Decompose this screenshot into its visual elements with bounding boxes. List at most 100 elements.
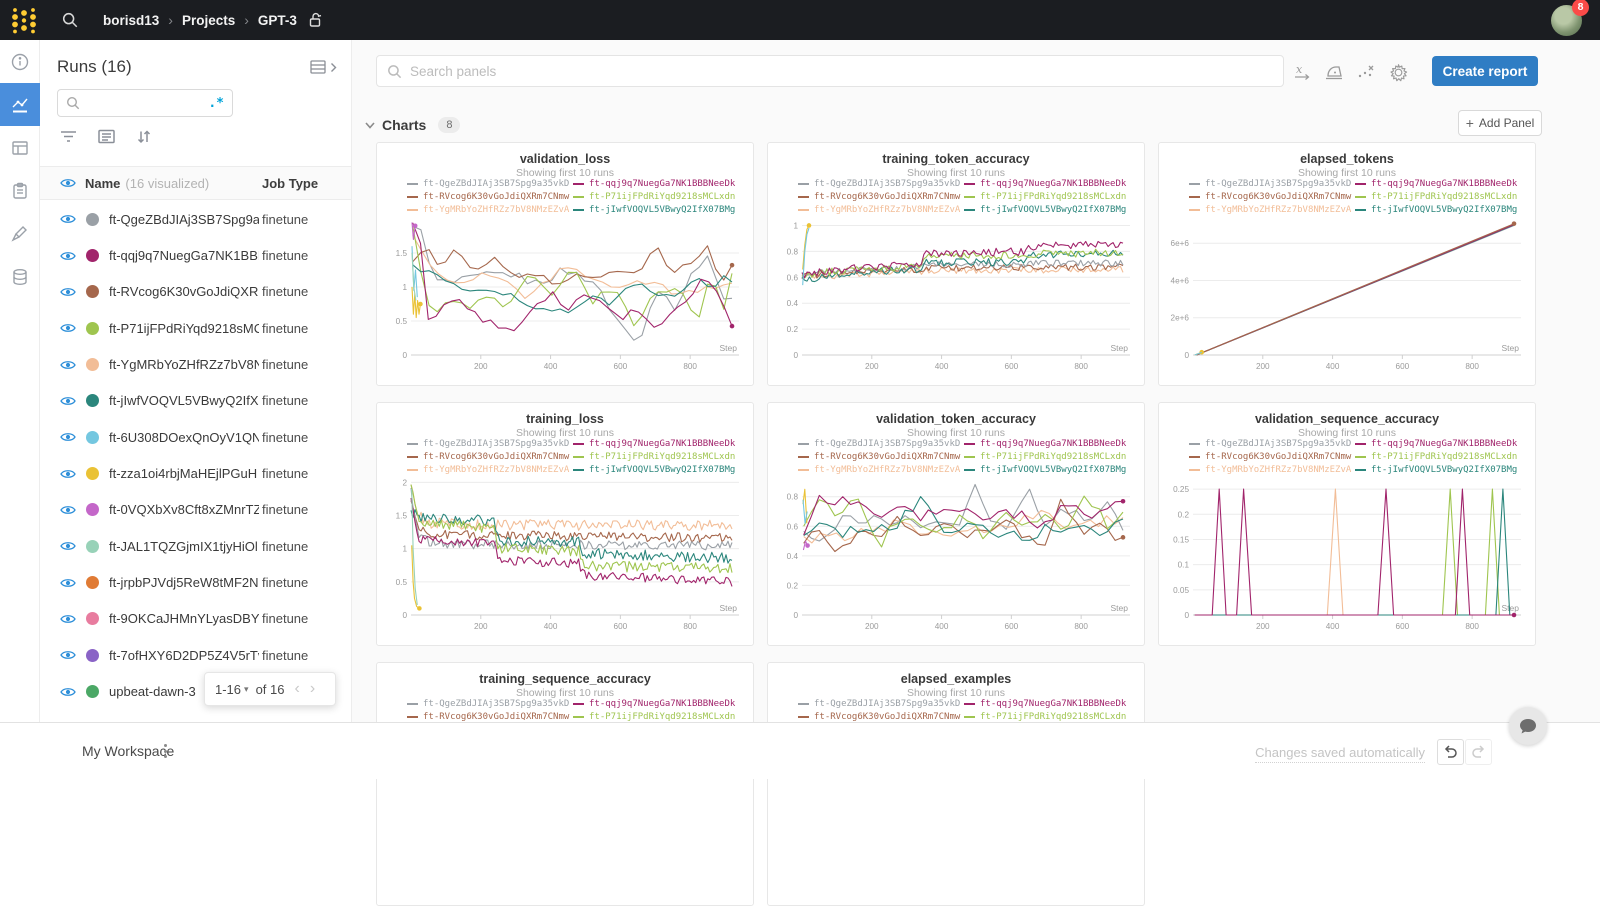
- chevron-down-icon[interactable]: ▾: [244, 684, 249, 695]
- chevron-down-icon[interactable]: [364, 119, 376, 131]
- visibility-eye-icon[interactable]: [60, 647, 76, 663]
- visibility-eye-icon[interactable]: [60, 284, 76, 300]
- rail-overview-button[interactable]: [0, 40, 40, 83]
- run-color-dot: [86, 649, 99, 662]
- global-search-icon[interactable]: [61, 11, 79, 29]
- visibility-eye-icon[interactable]: [60, 211, 76, 227]
- visibility-eye-icon[interactable]: [60, 684, 76, 700]
- legend-color-dash: [573, 443, 584, 445]
- regex-toggle[interactable]: .*: [208, 96, 224, 111]
- run-row[interactable]: ft-jrpbPJVdj5ReW8tMF2N finetune: [40, 564, 351, 600]
- visibility-eye-icon[interactable]: [60, 429, 76, 445]
- breadcrumb-project-name[interactable]: GPT-3: [258, 13, 297, 28]
- add-panel-button[interactable]: + Add Panel: [1458, 110, 1542, 136]
- run-name: ft-QgeZBdJIAj3SB7Spg9a: [109, 212, 259, 227]
- visibility-eye-icon[interactable]: [60, 538, 76, 554]
- run-row[interactable]: ft-6U308DOexQnOyV1QN finetune: [40, 419, 351, 455]
- run-color-dot: [86, 467, 99, 480]
- run-row[interactable]: ft-jIwfVOQVL5VBwyQ2IfX finetune: [40, 383, 351, 419]
- run-row[interactable]: ft-qqj9q7NuegGa7NK1BBB finetune: [40, 237, 351, 273]
- column-name[interactable]: Name: [85, 176, 120, 191]
- wandb-logo[interactable]: [9, 4, 39, 36]
- legend-color-dash: [407, 196, 418, 198]
- expand-table-button[interactable]: [310, 60, 337, 74]
- run-row[interactable]: ft-JAL1TQZGjmIX1tjyHiOl finetune: [40, 528, 351, 564]
- legend-color-dash: [1189, 209, 1200, 211]
- breadcrumb-projects[interactable]: Projects: [182, 13, 235, 28]
- visibility-eye-icon[interactable]: [60, 502, 76, 518]
- run-row[interactable]: ft-RVcog6K30vGoJdiQXRm finetune: [40, 274, 351, 310]
- next-page-button[interactable]: ›: [310, 680, 315, 698]
- rail-tables-button[interactable]: [0, 126, 40, 169]
- redo-button[interactable]: [1465, 739, 1492, 765]
- columns-icon[interactable]: [98, 129, 115, 144]
- rail-sweeps-button[interactable]: [0, 212, 40, 255]
- outliers-icon[interactable]: [1354, 62, 1378, 82]
- run-row[interactable]: ft-0VQXbXv8Cft8xZMnrTZ finetune: [40, 492, 351, 528]
- visibility-eye-icon[interactable]: [60, 611, 76, 627]
- visibility-eye-icon[interactable]: [60, 466, 76, 482]
- filter-icon[interactable]: [60, 129, 77, 144]
- smoothing-icon[interactable]: [1321, 62, 1345, 82]
- run-row[interactable]: ft-YgMRbYoZHfRZz7bV8NM finetune: [40, 346, 351, 382]
- breadcrumb-user[interactable]: borisd13: [103, 13, 159, 28]
- legend-run-name: ft-QgeZBdJIAj3SB7Spg9a35vkD: [423, 699, 569, 709]
- svg-text:x: x: [1296, 64, 1303, 76]
- visibility-eye-icon[interactable]: [60, 393, 76, 409]
- visibility-eye-icon[interactable]: [60, 248, 76, 264]
- undo-button[interactable]: [1437, 739, 1464, 765]
- chat-support-button[interactable]: [1509, 707, 1547, 745]
- legend-color-dash: [964, 703, 975, 705]
- run-color-dot: [86, 685, 99, 698]
- run-row[interactable]: ft-7ofHXY6D2DP5Z4V5rTv finetune: [40, 637, 351, 673]
- visibility-eye-icon[interactable]: [60, 320, 76, 336]
- visibility-all-eye-icon[interactable]: [60, 175, 76, 191]
- legend-color-dash: [573, 196, 584, 198]
- run-row[interactable]: ft-zza1oi4rbjMaHEjlPGuH finetune: [40, 455, 351, 491]
- panels-search-input[interactable]: [410, 64, 1273, 79]
- visibility-eye-icon[interactable]: [60, 357, 76, 373]
- run-row[interactable]: ft-9OKCaJHMnYLyasDBYF finetune: [40, 601, 351, 637]
- svg-text:0.05: 0.05: [1173, 586, 1189, 595]
- run-row[interactable]: ft-QgeZBdJIAj3SB7Spg9a finetune: [40, 201, 351, 237]
- run-job-type: finetune: [262, 284, 308, 299]
- rail-notes-button[interactable]: [0, 169, 40, 212]
- create-report-button[interactable]: Create report: [1432, 56, 1538, 86]
- legend-color-dash: [1355, 443, 1366, 445]
- workspace-menu-kebab-icon[interactable]: [158, 742, 172, 760]
- run-name: ft-9OKCaJHMnYLyasDBYF: [109, 611, 259, 626]
- rail-artifacts-button[interactable]: [0, 255, 40, 298]
- run-row[interactable]: ft-P71ijFPdRiYqd9218sMC finetune: [40, 310, 351, 346]
- legend-run-name: ft-qqj9q7NuegGa7NK1BBBNeeDk: [1371, 439, 1517, 449]
- legend-color-dash: [1355, 196, 1366, 198]
- rail-charts-button[interactable]: [0, 83, 40, 126]
- runs-search-input[interactable]: [86, 96, 208, 110]
- visibility-eye-icon[interactable]: [60, 575, 76, 591]
- page-range-dropdown[interactable]: 1-16: [215, 682, 241, 697]
- settings-gear-icon[interactable]: [1386, 62, 1410, 82]
- svg-text:600: 600: [1396, 622, 1410, 631]
- charts-section-label[interactable]: Charts: [382, 117, 426, 133]
- notification-badge[interactable]: 8: [1572, 0, 1589, 16]
- legend-entry: ft-P71ijFPdRiYqd9218sMCLxdn: [1355, 452, 1517, 462]
- pagination: 1-16 ▾ of 16 ‹ ›: [204, 672, 336, 706]
- prev-page-button[interactable]: ‹: [294, 680, 299, 698]
- sort-icon[interactable]: [136, 129, 152, 145]
- column-job-type[interactable]: Job Type: [262, 176, 318, 191]
- svg-text:400: 400: [935, 362, 949, 371]
- x-axis-settings-icon[interactable]: x: [1290, 62, 1314, 82]
